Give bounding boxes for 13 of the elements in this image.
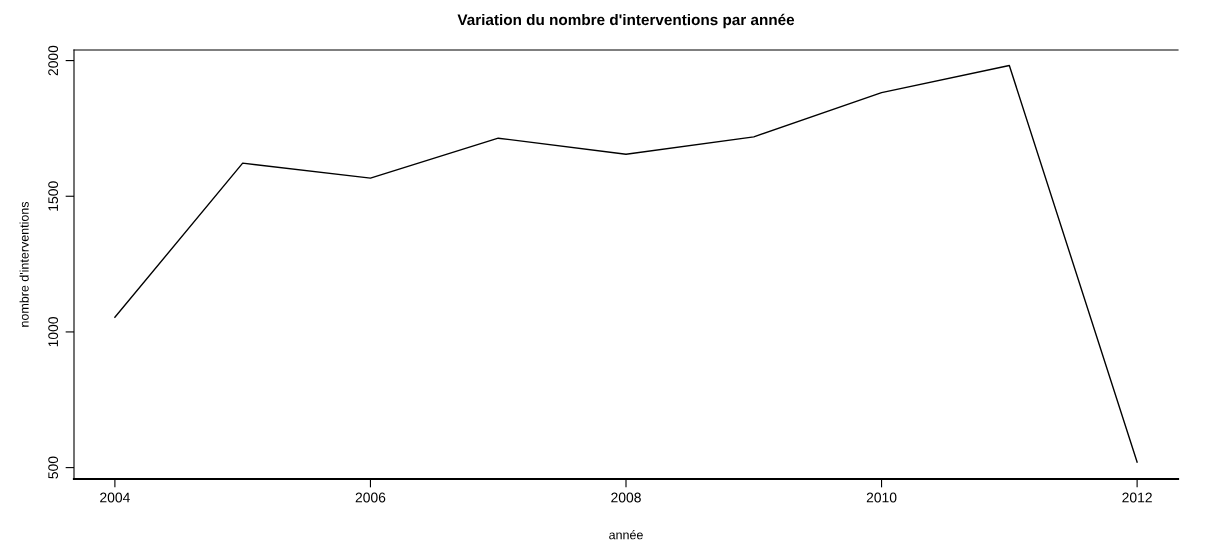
x-tick-label: 2012 [1122,492,1152,503]
x-tick-label: 2006 [355,492,386,503]
y-tick-label: 500 [48,456,59,479]
x-tick-label: 2008 [611,492,641,503]
chart-title: Variation du nombre d'interventions par année [457,13,795,29]
x-tick-label: 2004 [100,492,130,503]
y-tick-label: 2000 [48,45,59,76]
x-axis-title: année [609,529,643,540]
line-series [114,64,1138,463]
y-tick-label: 1500 [48,181,59,211]
y-axis-title: nombre d'interventions [19,201,29,327]
y-tick-label: 1000 [48,317,59,347]
x-tick-label: 2010 [866,492,897,503]
